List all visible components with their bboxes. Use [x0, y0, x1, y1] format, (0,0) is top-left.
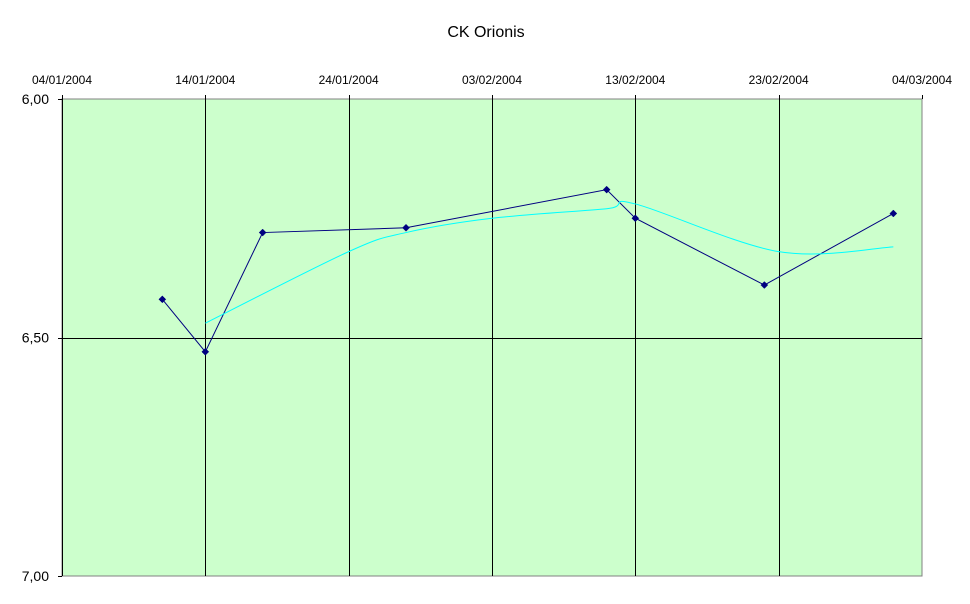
data-point — [201, 347, 210, 356]
x-tick-label: 13/02/2004 — [605, 73, 665, 87]
chart-title: CK Orionis — [447, 24, 524, 41]
series-line — [205, 200, 894, 324]
data-point — [258, 228, 267, 237]
data-point — [402, 223, 410, 232]
x-tick-label: 24/01/2004 — [319, 73, 379, 87]
x-tick-label: 03/02/2004 — [462, 73, 522, 87]
series-2 — [205, 200, 894, 324]
x-tick-label: 04/01/2004 — [32, 73, 92, 87]
y-tick-label: 7,00 — [22, 568, 49, 584]
data-point — [631, 214, 640, 223]
series-line — [161, 189, 894, 353]
data-point — [889, 209, 898, 218]
series — [158, 185, 898, 356]
y-axis-ticks: 6,00 6,50 7,00 — [22, 91, 62, 584]
y-tick-label: 6,50 — [22, 330, 49, 346]
data-point — [158, 295, 167, 304]
data-point — [760, 281, 769, 289]
data-point — [602, 185, 611, 194]
x-tick-label: 23/02/2004 — [749, 73, 809, 87]
x-tick-label: 04/03/2004 — [892, 73, 952, 87]
y-tick-label: 6,00 — [22, 91, 49, 107]
gridlines — [62, 99, 922, 576]
x-tick-label: 14/01/2004 — [175, 73, 235, 87]
x-axis-ticks: 04/01/2004 14/01/2004 24/01/2004 03/02/2004… — [32, 73, 952, 99]
series-1 — [158, 185, 898, 356]
